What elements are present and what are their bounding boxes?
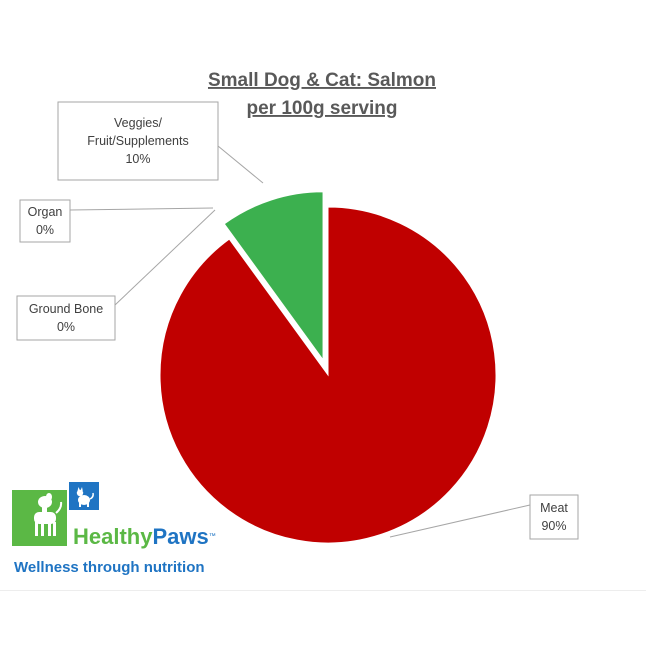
pie-slice-veggies-fruit-supplements <box>223 191 324 362</box>
chart-title-line-2: per 100g serving <box>246 98 397 119</box>
callout-box-ground-bone <box>529 494 579 540</box>
callout-box-organ <box>16 295 116 341</box>
leader-line-ground-bone <box>389 504 531 538</box>
callout-veggies-fruit-supplements: Organ 0% <box>19 199 71 243</box>
data-label-name-organ: Ground Bone <box>29 302 103 316</box>
callout-ground-bone: Meat 90% <box>529 494 579 540</box>
brand-tagline: Wellness through nutrition <box>14 559 205 576</box>
data-label-name-veggies-fruit-supplements: Organ <box>28 205 63 219</box>
callout-leaders <box>69 145 531 538</box>
healthypaws-logo-icon <box>12 482 99 546</box>
trademark-symbol: ™ <box>208 533 216 540</box>
pie-slice-meat <box>159 206 497 544</box>
callout-organ: Ground Bone 0% <box>16 295 116 341</box>
callout-box-veggies-fruit-supplements <box>19 199 71 243</box>
data-label-name-meat: Veggies/ <box>114 116 162 130</box>
brand-name-healthy: Healthy <box>73 524 153 549</box>
callout-meat: Veggies/Fruit/Supplements 10% <box>57 101 219 181</box>
bottom-divider <box>0 590 646 591</box>
brand-name-paws: Paws <box>152 524 209 549</box>
leader-line-veggies-fruit-supplements <box>69 207 214 211</box>
data-label-value-meat: 10% <box>125 152 150 166</box>
cat-icon <box>76 487 94 507</box>
callout-labels: Veggies/Fruit/Supplements10%Organ0%Groun… <box>16 101 579 540</box>
dog-icon <box>34 493 63 536</box>
chart-title-line-1: Small Dog & Cat: Salmon <box>208 70 436 91</box>
data-label-name-meat: Fruit/Supplements <box>87 134 188 148</box>
data-label-value-organ: 0% <box>57 320 75 334</box>
brand-name: HealthyPaws™ <box>73 524 216 550</box>
data-label-value-ground-bone: 90% <box>541 519 566 533</box>
pie-slices <box>159 191 497 544</box>
callout-box-meat <box>57 101 219 181</box>
chart-title: Small Dog & Cat: Salmon per 100g serving <box>208 70 436 119</box>
data-label-name-ground-bone: Meat <box>540 501 568 515</box>
data-label-value-veggies-fruit-supplements: 0% <box>36 223 54 237</box>
leader-line-organ <box>114 209 216 306</box>
leader-line-meat <box>217 145 264 184</box>
